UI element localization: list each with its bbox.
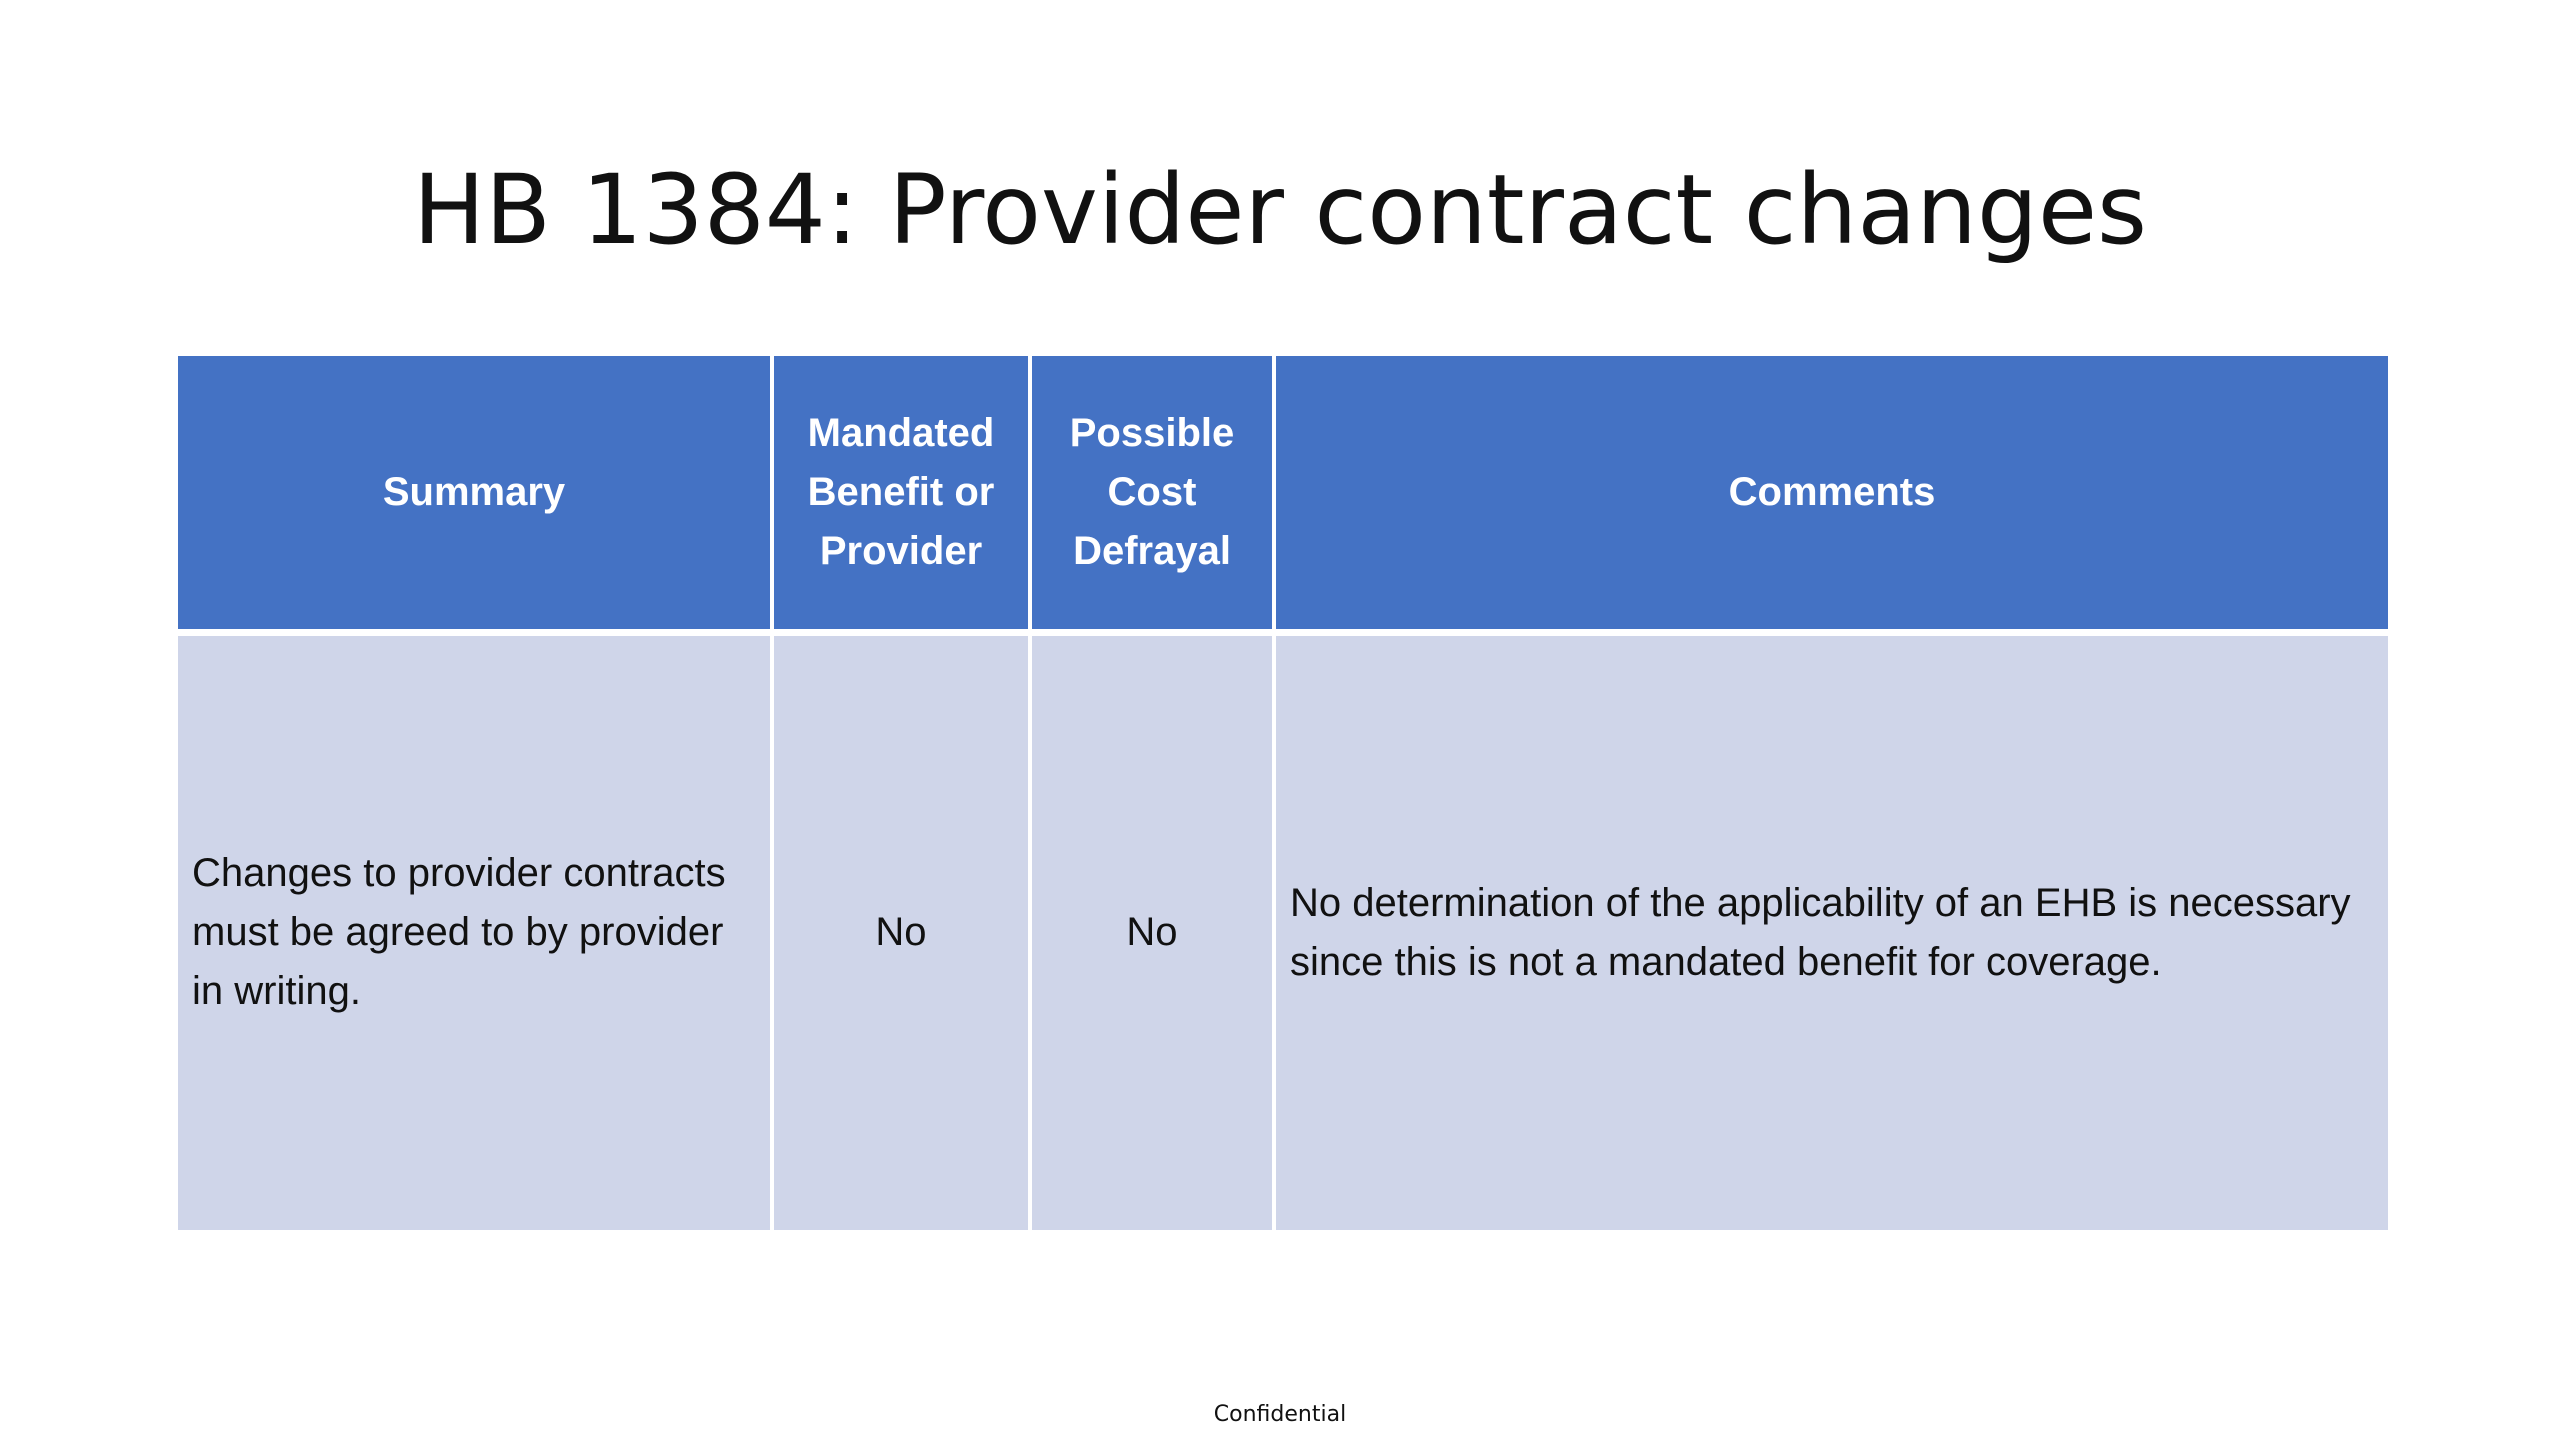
header-comments: Comments xyxy=(1274,356,2388,636)
header-summary: Summary xyxy=(178,356,774,636)
footer-confidential: Confidential xyxy=(1213,1402,1347,1427)
table-header-row: Summary Mandated Benefit or Provider Pos… xyxy=(178,356,2388,636)
table-row: Changes to provider contracts must be ag… xyxy=(178,632,2388,1230)
cell-summary: Changes to provider contracts must be ag… xyxy=(178,632,774,1230)
cell-comments: No determination of the applicability of… xyxy=(1290,880,2351,984)
contract-table: Summary Mandated Benefit or Provider Pos… xyxy=(178,356,2388,1230)
header-possible-cost-defrayal: Possible Cost Defrayal xyxy=(1030,356,1276,636)
header-mandated-benefit: Mandated Benefit or Provider xyxy=(772,356,1032,636)
slide-title: HB 1384: Provider contract changes xyxy=(412,154,2148,266)
cell-possible-cost-defrayal: No xyxy=(1030,632,1276,1230)
cell-mandated-benefit: No xyxy=(772,632,1032,1230)
contract-table-container: Summary Mandated Benefit or Provider Pos… xyxy=(178,356,2388,1230)
